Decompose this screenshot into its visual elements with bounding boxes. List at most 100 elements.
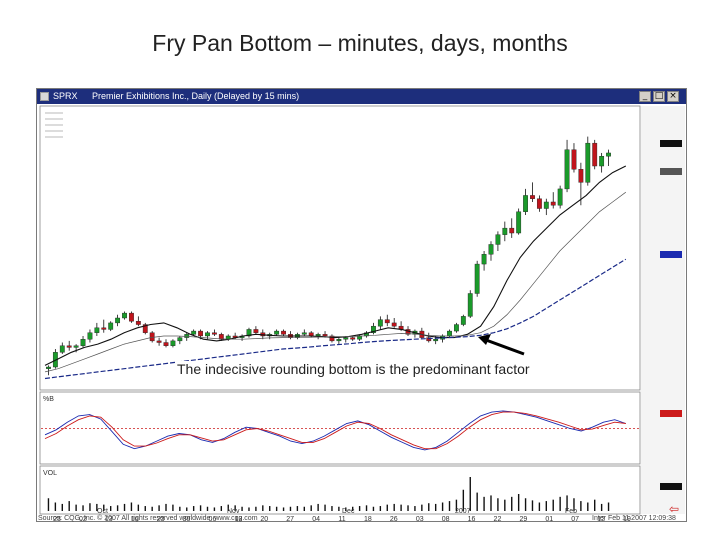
candle-body [350, 337, 356, 340]
candle-body [87, 332, 93, 340]
candle-body [599, 156, 605, 167]
moving-averages-group [44, 165, 627, 380]
candle-body [509, 227, 515, 234]
x-tick-label: 20 [260, 516, 268, 522]
candle-body [170, 340, 176, 346]
ma-line [44, 165, 627, 366]
candle-body [495, 234, 501, 245]
window-symbol: SPRX [53, 91, 78, 101]
annotation-caption: The indecisive rounding bottom is the pr… [175, 361, 532, 377]
x-tick-label: 18 [364, 516, 372, 522]
volume-group [47, 477, 610, 511]
x-tick-label: 06 [209, 516, 217, 522]
candle-body [129, 312, 134, 322]
candle-body [211, 332, 217, 335]
candle-body [115, 317, 121, 324]
candle-body [481, 254, 487, 265]
candle-body [467, 293, 473, 317]
oscillator-group [41, 410, 639, 451]
candle-body [205, 332, 210, 337]
candle-body [301, 332, 307, 335]
ma-legend [45, 112, 63, 138]
candle-body [101, 327, 107, 330]
slide-title: Fry Pan Bottom – minutes, days, months [152, 30, 568, 56]
app-icon [40, 92, 49, 101]
candle-body [322, 334, 328, 337]
candle-body [135, 321, 141, 325]
ma-line [44, 191, 627, 373]
x-tick-label: 22 [494, 516, 502, 522]
x-month-label: Dec [342, 508, 355, 515]
candle-body [557, 188, 563, 206]
oscillator-label: %B [43, 396, 54, 403]
candle-body [384, 319, 390, 324]
maximize-button[interactable]: □ [653, 91, 665, 102]
candle-body [274, 330, 280, 335]
candle-body [253, 329, 259, 333]
x-tick-label: 03 [416, 516, 424, 522]
candle-body [198, 330, 203, 337]
x-tick-label: 30 [183, 516, 191, 522]
candle-body [543, 201, 549, 209]
candle-body [218, 334, 224, 340]
candle-body [377, 319, 383, 327]
close-button[interactable]: × [667, 91, 679, 102]
candle-body [46, 366, 51, 369]
candle-body [281, 330, 286, 335]
volume-panel [39, 465, 641, 515]
candle-body [315, 334, 321, 337]
x-tick-label: 23 [157, 516, 165, 522]
x-tick-label: 13 [234, 516, 242, 522]
window-titlebar[interactable]: SPRX Premier Exhibitions Inc., Daily (De… [37, 89, 686, 104]
candle-body [550, 201, 556, 206]
candle-body [66, 345, 72, 348]
footer-timestamp: Inter Feb 11 2007 12:09:38 [592, 515, 676, 522]
minimize-button[interactable]: _ [639, 91, 651, 102]
candle-body [73, 345, 79, 348]
x-tick-label: 12 [597, 516, 605, 522]
candle-body [523, 195, 528, 212]
x-tick-label: 16 [131, 516, 139, 522]
candle-body [59, 345, 65, 353]
candle-body [592, 142, 598, 167]
window-title: Premier Exhibitions Inc., Daily (Delayed… [92, 91, 300, 101]
candle-body [447, 330, 452, 337]
x-tick-label: 29 [519, 516, 527, 522]
x-tick-label: 11 [338, 516, 345, 522]
candle-body [142, 324, 148, 333]
x-tick-label: 19 [623, 516, 631, 522]
price-chart[interactable]: %B VOL 23 02 13 16 23 30 06 13 20 27 04 11 18 26 03 08 1… [37, 105, 686, 522]
candle-body [564, 149, 570, 190]
volume-label: VOL [43, 470, 57, 477]
candle-body [343, 337, 349, 340]
candles-group [46, 136, 611, 376]
ma-tag-blue [660, 251, 682, 258]
candle-body [571, 149, 577, 170]
footer-source: Source: CQG, Inc. © 2007 All rights rese… [38, 515, 258, 522]
candle-body [184, 334, 190, 338]
candle-body [371, 325, 376, 333]
x-month-label: 2007 [455, 508, 471, 515]
candle-body [177, 337, 183, 342]
candle-body [460, 316, 466, 325]
candle-body [94, 327, 100, 333]
x-month-label: Oct [97, 508, 108, 515]
x-tick-label: 16 [468, 516, 476, 522]
candle-body [122, 312, 127, 319]
candle-body [578, 169, 584, 183]
x-tick-label: 01 [545, 516, 553, 522]
oscillator-line-b [44, 411, 626, 450]
candle-body [454, 324, 459, 332]
back-arrow-icon[interactable]: ⇦ [669, 502, 679, 516]
candle-body [80, 339, 86, 346]
candle-body [474, 263, 480, 294]
x-tick-label: 27 [286, 516, 294, 522]
oscillator-panel [39, 391, 641, 465]
x-tick-label: 07 [571, 516, 579, 522]
x-tick-label: 13 [105, 516, 113, 522]
x-axis: 23 02 13 16 23 30 06 13 20 27 04 11 18 26 03 08 16 22 29 01… [53, 508, 631, 522]
candle-body [516, 211, 522, 234]
candle-body [391, 322, 397, 327]
candle-body [163, 342, 169, 346]
candle-body [585, 142, 591, 183]
